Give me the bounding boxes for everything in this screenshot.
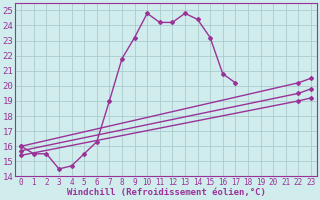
X-axis label: Windchill (Refroidissement éolien,°C): Windchill (Refroidissement éolien,°C) [67, 188, 266, 197]
